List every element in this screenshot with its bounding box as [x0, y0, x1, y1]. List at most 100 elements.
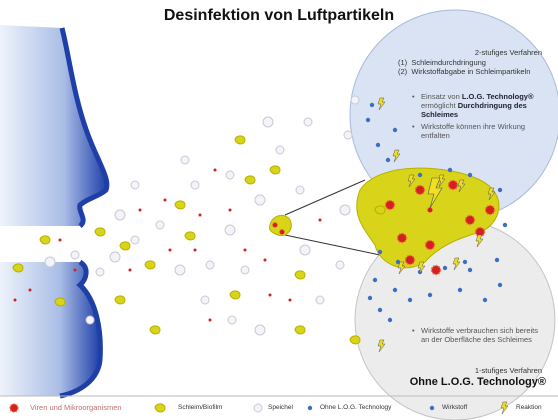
saliva — [225, 170, 235, 180]
mucus — [54, 297, 66, 307]
mucus — [94, 227, 106, 237]
bullet-text: Durchdringung des Schleimes — [421, 101, 527, 119]
mucus — [154, 403, 166, 413]
step: (2) Wirkstoffabgabe in Schleimpartikeln — [398, 67, 531, 76]
mucus — [294, 325, 306, 335]
reaction — [417, 261, 426, 275]
virus-small — [213, 168, 217, 172]
saliva — [155, 220, 165, 230]
mucus — [349, 335, 361, 345]
virus — [464, 214, 476, 226]
agent — [385, 157, 391, 163]
virus-small — [318, 218, 322, 222]
bullet-text: Wirkstoffe verbrauchen sich bereits an d… — [421, 326, 538, 344]
agent — [365, 117, 371, 123]
saliva — [114, 209, 126, 221]
virus-small — [243, 248, 247, 252]
bullet: Einsatz von L.O.G. Technology® ermöglich… — [412, 92, 542, 119]
reaction — [392, 149, 401, 163]
reaction — [452, 257, 461, 271]
legend-label: Speichel — [268, 404, 293, 411]
virus-small — [163, 198, 167, 202]
virus-small — [208, 318, 212, 322]
virus-small — [128, 268, 132, 272]
legend-label: Reaktion — [516, 404, 542, 411]
virus — [404, 254, 416, 266]
virus-small — [288, 298, 292, 302]
virus — [427, 207, 433, 213]
legend-label: Ohne L.O.G. Technology — [320, 404, 392, 411]
saliva — [200, 295, 210, 305]
saliva — [343, 130, 353, 140]
bullet: Wirkstoffe verbrauchen sich bereits an d… — [412, 326, 542, 344]
virus-small — [268, 293, 272, 297]
reaction — [500, 401, 509, 415]
bullet-text: Einsatz von — [421, 92, 462, 101]
reaction — [377, 339, 386, 353]
agent — [502, 222, 508, 228]
virus — [484, 204, 496, 216]
virus-small — [13, 298, 17, 302]
face-lower — [0, 262, 101, 396]
saliva — [227, 315, 237, 325]
bullet-text: L.O.G. Technology® — [461, 92, 534, 101]
saliva — [275, 145, 285, 155]
saliva — [70, 250, 80, 260]
top-bullets: Einsatz von L.O.G. Technology® ermöglich… — [412, 92, 542, 143]
agent — [377, 307, 383, 313]
virus-small — [168, 248, 172, 252]
saliva — [262, 116, 274, 128]
bottom-bullets: Wirkstoffe verbrauchen sich bereits an d… — [412, 326, 542, 347]
mucus — [374, 205, 386, 215]
mucus — [244, 175, 256, 185]
saliva — [254, 324, 266, 336]
mucus — [149, 325, 161, 335]
saliva — [253, 403, 263, 413]
reaction — [407, 174, 416, 188]
face-outline — [59, 27, 110, 228]
agent — [429, 405, 435, 411]
agent — [447, 167, 453, 173]
virus-small — [193, 248, 197, 252]
mucus — [119, 241, 131, 251]
saliva — [303, 117, 313, 127]
bottom-subheading: Ohne L.O.G. Technology® — [409, 376, 546, 388]
bullet-text: ermöglicht — [421, 101, 458, 110]
saliva — [109, 251, 121, 263]
saliva — [44, 256, 56, 268]
agent — [375, 142, 381, 148]
mucus — [294, 270, 306, 280]
legend-label: Schleim/Biofilm — [178, 404, 223, 411]
saliva — [350, 95, 360, 105]
saliva — [85, 315, 95, 325]
chin-outline — [59, 259, 103, 399]
virus-small — [58, 238, 62, 242]
saliva — [174, 264, 186, 276]
agent — [482, 297, 488, 303]
mucus — [184, 231, 196, 241]
mucus — [234, 135, 246, 145]
particles — [9, 95, 509, 415]
virus — [430, 264, 442, 276]
saliva — [180, 155, 190, 165]
virus-small — [138, 208, 142, 212]
virus — [396, 232, 408, 244]
agent — [427, 292, 433, 298]
bullet: Wirkstoffe können ihre Wirkung entfalten — [412, 122, 542, 140]
agent — [307, 405, 313, 411]
saliva — [224, 224, 236, 236]
legend-label: Wirkstoff — [442, 404, 468, 411]
legend-label: Viren und Mikroorganismen — [30, 403, 122, 412]
zoom-lines — [284, 179, 381, 256]
agent — [497, 187, 503, 193]
agent — [494, 257, 500, 263]
saliva — [299, 244, 311, 256]
title: Desinfektion von Luftpartikeln — [164, 7, 394, 24]
saliva — [130, 235, 140, 245]
virus-small — [73, 268, 77, 272]
reaction — [475, 234, 484, 248]
virus — [414, 184, 426, 196]
mucus — [269, 165, 281, 175]
reaction — [487, 187, 496, 201]
